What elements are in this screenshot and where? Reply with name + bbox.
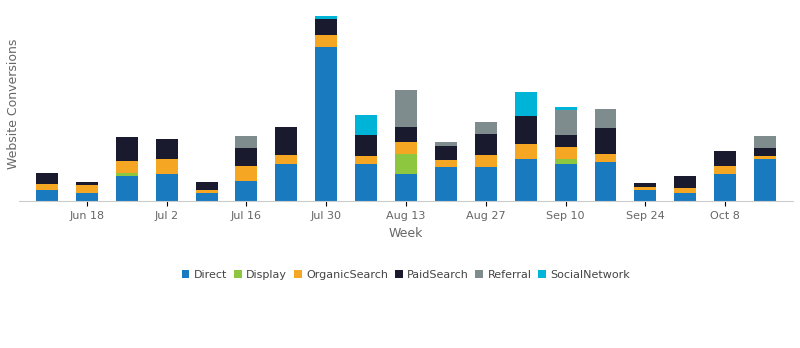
Bar — [315, 47, 338, 201]
Bar — [355, 115, 377, 135]
Bar — [36, 173, 58, 184]
Bar — [514, 92, 537, 116]
Bar — [195, 182, 218, 190]
Legend: Direct, Display, OrganicSearch, PaidSearch, Referral, SocialNetwork: Direct, Display, OrganicSearch, PaidSear… — [178, 265, 635, 284]
Bar — [275, 164, 298, 201]
X-axis label: Week: Week — [389, 227, 423, 240]
Bar — [116, 173, 138, 176]
Bar — [674, 193, 696, 201]
Bar — [475, 155, 497, 167]
Bar — [156, 139, 178, 159]
Bar — [315, 19, 338, 35]
Bar — [554, 159, 577, 164]
Bar — [554, 135, 577, 147]
Bar — [634, 183, 656, 187]
Bar — [594, 153, 617, 161]
Bar — [754, 156, 776, 159]
Bar — [714, 151, 736, 166]
Bar — [235, 181, 258, 201]
Bar — [235, 148, 258, 166]
Bar — [634, 187, 656, 190]
Bar — [554, 110, 577, 135]
Bar — [435, 160, 457, 167]
Bar — [315, 35, 338, 47]
Bar — [355, 135, 377, 156]
Bar — [514, 159, 537, 201]
Bar — [235, 136, 258, 148]
Bar — [554, 164, 577, 201]
Bar — [195, 190, 218, 193]
Bar — [275, 155, 298, 164]
Bar — [235, 166, 258, 181]
Bar — [554, 107, 577, 110]
Bar — [475, 122, 497, 134]
Bar — [435, 167, 457, 201]
Bar — [754, 159, 776, 201]
Bar — [714, 166, 736, 174]
Bar — [594, 128, 617, 153]
Bar — [634, 190, 656, 201]
Bar — [754, 136, 776, 148]
Bar — [36, 184, 58, 190]
Y-axis label: Website Conversions: Website Conversions — [7, 39, 20, 169]
Bar — [395, 90, 417, 127]
Bar — [355, 164, 377, 201]
Bar — [435, 145, 457, 160]
Bar — [195, 193, 218, 201]
Bar — [275, 127, 298, 155]
Bar — [156, 159, 178, 174]
Bar — [355, 156, 377, 164]
Bar — [315, 16, 338, 19]
Bar — [395, 174, 417, 201]
Bar — [475, 167, 497, 201]
Bar — [76, 185, 98, 193]
Bar — [435, 142, 457, 145]
Bar — [116, 176, 138, 201]
Bar — [395, 153, 417, 174]
Bar — [594, 161, 617, 201]
Bar — [156, 174, 178, 201]
Bar — [76, 193, 98, 201]
Bar — [36, 190, 58, 201]
Bar — [674, 176, 696, 188]
Bar — [395, 127, 417, 142]
Bar — [395, 142, 417, 153]
Bar — [714, 174, 736, 201]
Bar — [514, 116, 537, 144]
Bar — [116, 137, 138, 161]
Bar — [514, 144, 537, 159]
Bar — [76, 182, 98, 185]
Bar — [674, 188, 696, 193]
Bar — [754, 148, 776, 156]
Bar — [594, 109, 617, 128]
Bar — [116, 161, 138, 173]
Bar — [475, 134, 497, 155]
Bar — [554, 147, 577, 159]
